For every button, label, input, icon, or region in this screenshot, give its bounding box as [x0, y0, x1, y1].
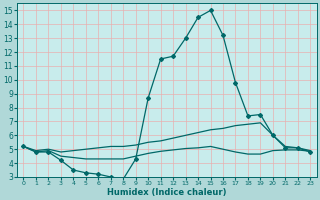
X-axis label: Humidex (Indice chaleur): Humidex (Indice chaleur)	[107, 188, 227, 197]
